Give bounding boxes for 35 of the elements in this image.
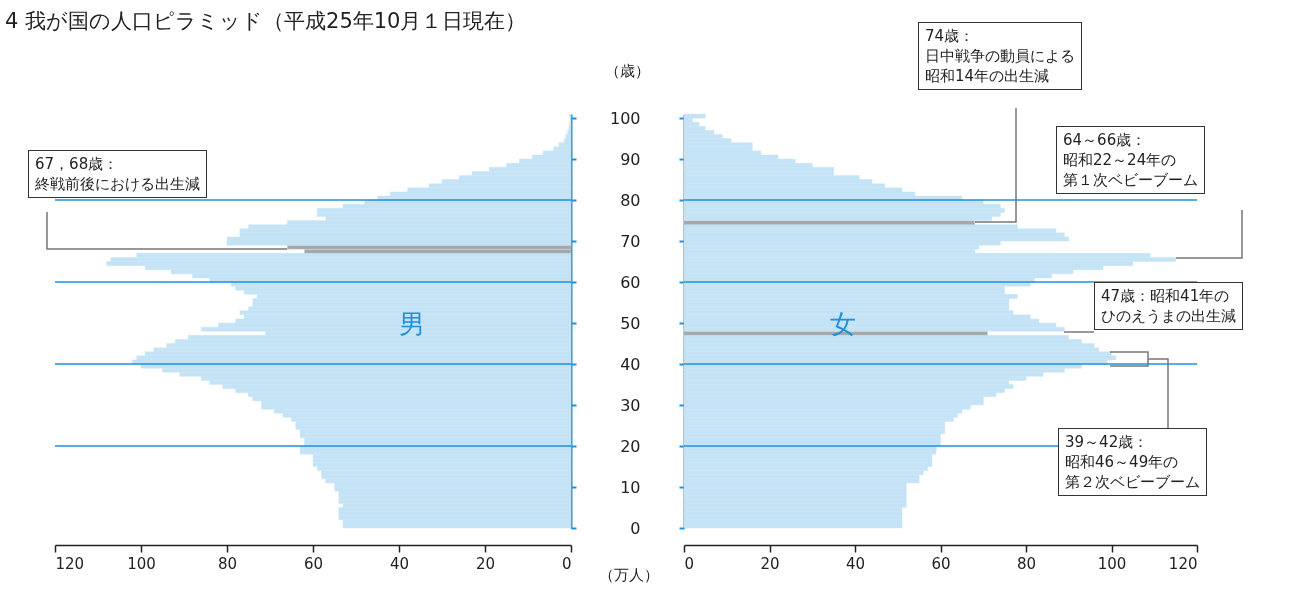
x-tick-label: 20 [475, 554, 496, 573]
x-tick-label: 100 [127, 554, 156, 573]
series-label: 女 [830, 309, 856, 339]
y-tick-label: 10 [620, 477, 641, 497]
y-tick-label: 100 [609, 108, 641, 128]
x-tick-label: 40 [845, 554, 866, 573]
chart-title: 4 我が国の人口ピラミッド（平成25年10月１日現在） [5, 9, 527, 33]
annotation: 47歳：昭和41年のひのえうまの出生減 [1101, 286, 1236, 326]
y-tick-label: 30 [620, 395, 641, 415]
y-tick-label: 80 [620, 190, 641, 210]
x-tick-label: 20 [760, 554, 780, 573]
annotation: 64～66歳：昭和22～24年の第１次ベビーブーム [1063, 130, 1198, 190]
y-tick-label: 50 [620, 313, 641, 333]
y-tick-label: 20 [620, 436, 641, 456]
y-tick-label: 40 [620, 354, 641, 374]
y-tick-label: 60 [620, 272, 641, 292]
annotation: 39～42歳：昭和46～49年の第２次ベビーブーム [1065, 432, 1200, 492]
x-tick-label: 0 [561, 554, 572, 573]
x-tick-label: 60 [931, 554, 951, 573]
x-tick-label: 120 [55, 554, 85, 573]
y-tick-label: 90 [620, 149, 641, 169]
x-tick-label: 120 [1168, 554, 1198, 573]
x-axis-title: （万人） [598, 565, 659, 584]
x-tick-label: 40 [389, 554, 410, 573]
x-tick-label: 80 [217, 554, 238, 573]
y-tick-label: 0 [630, 518, 641, 538]
annotation: 67，68歳：終戦前後における出生減 [35, 154, 200, 194]
series-label: 男 [399, 309, 425, 339]
y-tick-label: 70 [620, 231, 641, 251]
text: 74歳：日中戦争の動員による昭和14年の出生減 [925, 26, 1075, 86]
x-tick-label: 100 [1097, 554, 1127, 573]
x-tick-label: 80 [1016, 554, 1037, 573]
x-tick-label: 0 [684, 554, 695, 573]
y-axis-title: （歳） [605, 61, 650, 80]
x-tick-label: 60 [303, 554, 324, 573]
